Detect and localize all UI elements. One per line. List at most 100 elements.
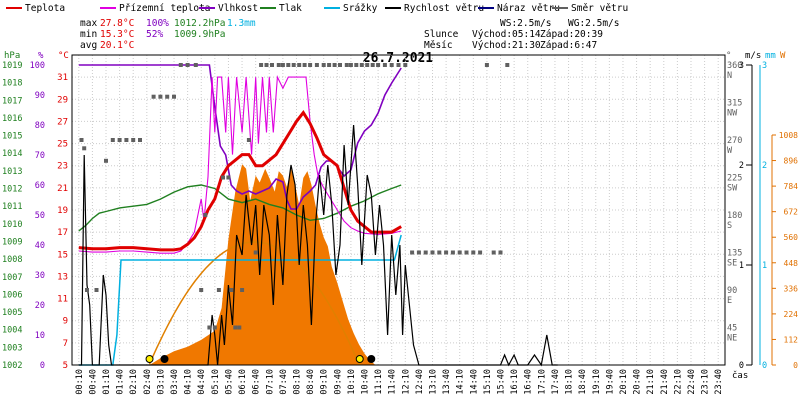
hpa-tick-label: 1007 [2,273,22,283]
solar-layer [148,164,376,366]
wind-dir-point [185,63,190,67]
pct-tick-label: 60 [35,181,45,191]
dir-tick-deg: 90 [727,286,737,296]
unit-wind: m/s [745,51,761,61]
pct-tick-label: 50 [35,211,45,221]
time-tick-label: 00:10 [75,369,85,395]
unit-time: čas [732,370,748,381]
time-tick-label: 17:10 [537,369,547,395]
time-tick-label: 05:10 [211,369,221,395]
time-tick-label: 20:40 [633,369,643,395]
wind-dir-point [484,63,489,67]
wind-dir-point [79,138,84,142]
time-tick-label: 06:10 [238,369,248,395]
hpa-tick-label: 1008 [2,255,22,265]
info-ws: WS:2.5m/s [500,18,551,29]
solar-tick-label: 560 [784,233,799,242]
time-tick-label: 01:10 [102,369,112,395]
pct-tick-label: 80 [35,121,45,131]
wind-dir-point [471,250,476,255]
hpa-tick-label: 1016 [2,114,22,124]
wind-dir-point [302,63,307,67]
time-tick-label: 16:10 [510,369,520,395]
info-moon-rise: Východ:21:30 [472,40,541,51]
time-tick-label: 21:40 [660,369,670,395]
solar-tick-label: 0 [793,361,798,370]
wind-dir-point [297,63,302,67]
wind-dir-point [212,325,217,330]
solar-tick-label: 448 [784,259,799,268]
time-tick-label: 10:10 [347,369,357,395]
time-tick-label: 23:10 [701,369,711,395]
solar-tick-label: 224 [784,310,799,319]
wind-dir-point [370,63,375,67]
temp-tick-label: 31 [57,73,68,83]
wind-dir-point [178,63,183,67]
wind-dir-point [203,213,208,217]
sunrise-marker [145,355,154,363]
time-tick-label: 14:40 [469,369,479,395]
time-tick-label: 20:10 [619,369,629,395]
time-tick-label: 16:40 [524,369,534,395]
wind-dir-point [264,63,269,67]
wind-dir-point [229,288,234,292]
wind-dir-point [124,138,129,142]
unit-rain: mm [765,51,776,61]
temp-tick-label: 25 [57,140,68,150]
hpa-tick-label: 1002 [2,361,22,371]
wind-dir-point [280,63,285,67]
wind-dir-point [233,325,238,330]
time-tick-label: 17:40 [551,369,561,395]
pct-tick-label: 100 [30,61,45,71]
time-tick-label: 02:40 [143,369,153,395]
legend-label-rain: Srážky [343,3,378,14]
wind-dir-point [226,175,231,180]
dir-tick-deg: 360 [727,61,742,71]
series-temperature [78,109,402,252]
time-tick-label: 18:10 [565,369,575,395]
dir-tick-name: NE [727,334,737,344]
legend-label-wind-gust: Náraz větru [497,3,560,14]
wind-tick-label: 1 [739,261,744,271]
wind-dir-point [246,138,251,142]
hpa-tick-label: 1004 [2,326,22,336]
wind-dir-point [321,63,326,67]
info-sun-set: Západ:20:39 [540,29,603,40]
time-tick-label: 00:40 [88,369,98,395]
time-tick-label: 06:40 [252,369,262,395]
solar-tick-label: 784 [784,182,799,191]
stat-max-label: max [80,18,97,29]
wind-dir-point [240,288,245,292]
unit-pct: % [38,51,44,61]
wind-tick-label: 3 [739,61,744,71]
wind-dir-point [344,63,349,67]
time-tick-label: 08:10 [292,369,302,395]
wind-dir-point [491,250,496,255]
pct-tick-label: 10 [35,331,45,341]
pct-tick-label: 40 [35,241,45,251]
legend: Teplota Přízemní teplota Vlhkost Tlak Sr… [6,3,628,14]
info-sun-rise: Východ:05:14 [472,29,541,40]
dir-tick-name: N [727,71,732,81]
wind-dir-point [216,288,221,292]
stats-block: max 27.8°C 100% 1012.2hPa 1.3mm min 15.3… [80,18,256,51]
rain-tick-label: 1 [762,261,767,271]
wind-dir-point [478,250,483,255]
wind-dir-point [338,63,342,67]
pct-tick-label: 0 [40,361,45,371]
dir-tick-deg: 270 [727,136,742,146]
wind-dir-point [314,63,319,67]
dir-tick-deg: 135 [727,249,742,259]
moonrise-marker [367,355,376,363]
hpa-tick-label: 1018 [2,79,22,89]
hpa-tick-label: 1010 [2,220,22,230]
wind-dir-point [430,250,435,255]
wind-dir-point [259,63,264,67]
dir-tick-deg: 180 [727,211,742,221]
info-moon-label: Měsíc [424,40,453,51]
time-tick-label: 19:40 [605,369,615,395]
plot-frame [71,54,726,366]
series-sun-curve [148,241,361,366]
unit-dir: ° [726,51,731,61]
